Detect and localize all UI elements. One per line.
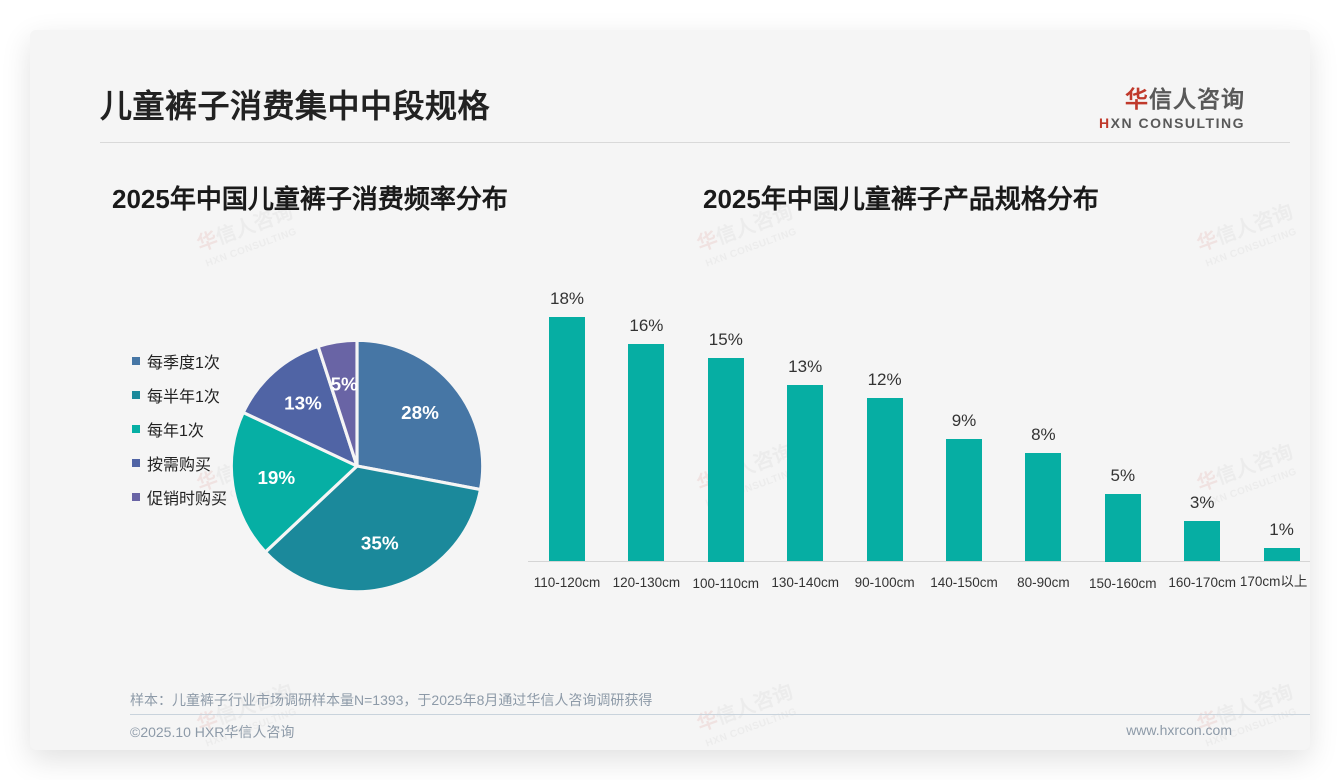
svg-text:19%: 19% xyxy=(257,467,295,488)
svg-text:35%: 35% xyxy=(361,532,399,553)
svg-text:5%: 5% xyxy=(331,373,358,394)
svg-text:13%: 13% xyxy=(284,393,322,414)
svg-text:28%: 28% xyxy=(401,402,439,423)
